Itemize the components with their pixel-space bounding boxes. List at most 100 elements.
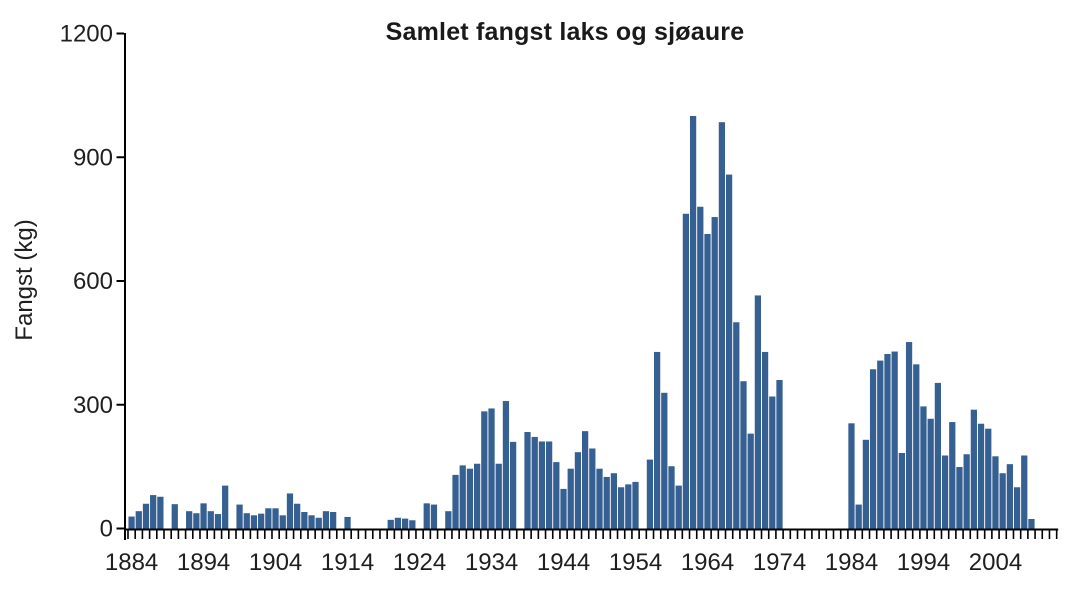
bar <box>135 511 142 529</box>
bar <box>653 351 661 529</box>
bar <box>862 439 869 529</box>
bar <box>538 441 546 529</box>
bar <box>128 516 135 529</box>
bar <box>214 514 222 529</box>
bar <box>1006 464 1013 529</box>
bar <box>754 295 762 529</box>
bar <box>279 515 286 529</box>
bar <box>992 456 999 529</box>
x-tick-label: 1974 <box>753 549 806 576</box>
bar <box>682 213 690 529</box>
chart-title: Samlet fangst laks og sjøaure <box>385 18 745 46</box>
bar <box>553 462 560 529</box>
bar <box>977 423 985 529</box>
bar <box>646 459 654 529</box>
bar <box>531 436 538 529</box>
bar <box>675 485 682 529</box>
bar <box>466 468 474 529</box>
bar <box>171 504 178 529</box>
x-tick-label: 1994 <box>897 549 950 576</box>
bar <box>459 465 466 529</box>
bar <box>617 487 625 529</box>
bar <box>409 520 416 529</box>
x-tick-label: 1944 <box>537 549 590 576</box>
bar <box>308 515 315 529</box>
bar <box>315 517 322 529</box>
bar <box>898 453 905 529</box>
bar <box>689 116 697 529</box>
bar <box>747 433 754 529</box>
bar <box>222 485 229 529</box>
bar <box>589 448 596 529</box>
bar <box>445 511 452 529</box>
bar <box>243 513 250 529</box>
bar <box>848 423 855 529</box>
bar <box>941 455 949 529</box>
bar <box>934 382 941 529</box>
x-tick-label: 1954 <box>609 549 662 576</box>
bar <box>142 503 150 529</box>
bar <box>186 511 193 529</box>
bar <box>193 513 200 529</box>
bar <box>481 411 488 529</box>
bar <box>891 351 898 529</box>
x-tick-label: 1904 <box>249 549 302 576</box>
bar <box>905 342 913 529</box>
y-tick-label: 900 <box>73 144 113 171</box>
bar <box>286 493 294 529</box>
bar <box>207 511 214 529</box>
bar <box>574 452 582 529</box>
bar <box>725 174 733 529</box>
bar <box>157 496 164 529</box>
bar <box>1021 455 1028 529</box>
bar <box>236 504 243 529</box>
bar <box>258 513 265 529</box>
bar <box>545 441 553 529</box>
bar <box>596 468 603 529</box>
bar <box>610 473 618 529</box>
y-tick-label: 600 <box>73 268 113 295</box>
bar <box>956 467 963 529</box>
bar <box>920 406 927 529</box>
bar <box>949 422 956 529</box>
bar <box>330 512 337 529</box>
bar <box>985 428 992 529</box>
bar <box>718 122 726 529</box>
bar <box>913 364 920 529</box>
bar <box>869 369 877 529</box>
bar <box>970 409 977 529</box>
bar <box>265 508 272 529</box>
bar <box>603 476 610 529</box>
bar <box>877 360 884 529</box>
bar <box>581 431 589 529</box>
bar <box>661 392 668 529</box>
bar <box>567 468 574 529</box>
bar <box>560 488 567 529</box>
bar <box>668 466 675 529</box>
bar <box>488 408 495 529</box>
bar <box>344 516 351 529</box>
bar <box>510 441 517 529</box>
x-tick-label: 1894 <box>177 549 230 576</box>
bar <box>423 503 430 529</box>
bar <box>394 517 402 529</box>
x-tick-label: 1884 <box>105 549 158 576</box>
bar <box>322 511 330 529</box>
x-tick-label: 2004 <box>969 549 1022 576</box>
bar <box>704 233 711 529</box>
bar <box>711 217 718 529</box>
bar <box>502 401 510 529</box>
bar <box>625 484 632 529</box>
y-tick-label: 0 <box>100 516 113 543</box>
bar <box>855 504 862 529</box>
x-tick-label: 1984 <box>825 549 878 576</box>
bar <box>761 351 769 529</box>
bar <box>200 503 207 529</box>
bar <box>733 322 740 529</box>
bar <box>1028 519 1035 529</box>
bar <box>301 512 308 529</box>
bar <box>272 508 279 529</box>
x-tick-label: 1914 <box>321 549 374 576</box>
